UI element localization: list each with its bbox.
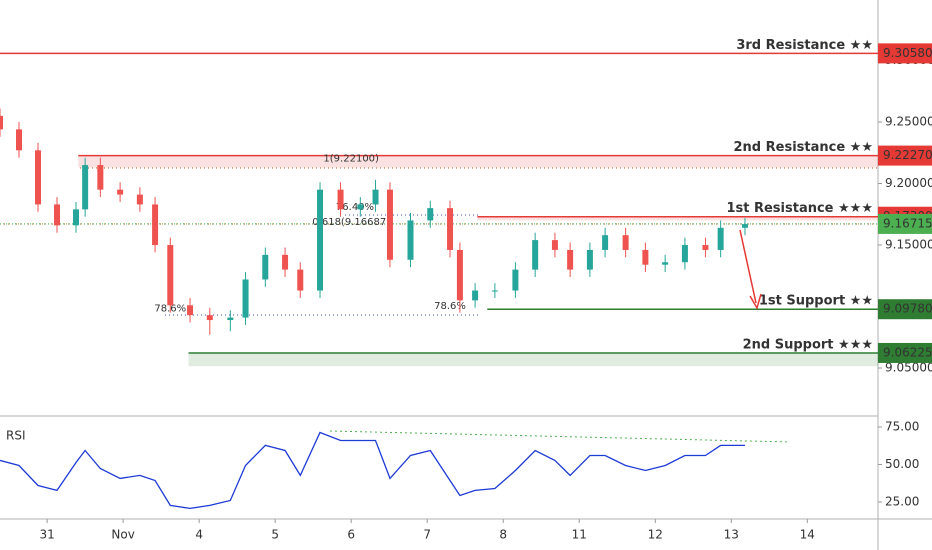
level-name: 3rd Resistance ★★: [736, 38, 873, 53]
level-name: 1st Resistance ★★★: [726, 201, 873, 216]
candle-body: [702, 245, 709, 250]
candle-body: [227, 317, 234, 321]
level-label-box: [878, 299, 932, 320]
rsi-trendline: [329, 430, 791, 443]
candle-body: [456, 249, 463, 301]
level-name: 1st Support ★★: [759, 294, 873, 309]
candle-body: [512, 269, 519, 291]
level-label: 9.09780: [883, 302, 932, 316]
candle-body: [567, 249, 574, 270]
y-tick-label: 9.15000: [885, 238, 932, 252]
candle-body: [262, 254, 269, 280]
y-tick-label: 9.20000: [885, 176, 932, 190]
candle-body: [491, 290, 498, 292]
candle-body: [586, 249, 593, 270]
candle-body: [16, 129, 23, 151]
candle-body: [206, 315, 213, 321]
level-name: 2nd Support ★★★: [743, 337, 873, 352]
rsi-line: [0, 431, 745, 510]
candle-body: [337, 189, 344, 210]
last-price-label: 9.16715: [883, 216, 932, 230]
level-label-box: [878, 342, 932, 363]
candle-body: [97, 165, 104, 190]
candle-body: [282, 254, 289, 270]
candle-body: [681, 245, 688, 263]
candle-body: [73, 209, 80, 226]
level-name: 2nd Resistance ★★: [734, 140, 874, 155]
candle-body: [357, 204, 364, 210]
candle-body: [472, 290, 479, 301]
x-tick-label: 4: [195, 528, 203, 542]
last-price-box: [878, 213, 932, 234]
annotation: 76.40%: [336, 202, 374, 213]
x-tick-label: 11: [572, 528, 587, 542]
candle-body: [741, 224, 748, 228]
candle-body: [82, 165, 89, 210]
x-tick-label: Nov: [111, 528, 134, 542]
candle-body: [297, 269, 304, 291]
rsi-title: RSI: [6, 429, 26, 443]
level-label: 9.06225: [883, 345, 932, 359]
candle-body: [447, 208, 454, 250]
candle-body: [532, 240, 539, 270]
candle-body: [0, 115, 3, 130]
candle-body: [602, 235, 609, 250]
level-label-box: [878, 145, 932, 166]
x-tick-label: 12: [648, 528, 663, 542]
level-band: [188, 352, 878, 367]
candle-body: [717, 227, 724, 250]
y-tick-label: 25.00: [885, 494, 919, 508]
level-label-box: [878, 43, 932, 64]
y-tick-label: 9.25000: [885, 115, 932, 129]
arrow-head: [749, 293, 762, 310]
x-tick-label: 7: [423, 528, 431, 542]
candle-body: [372, 189, 379, 205]
level-label: 9.30580: [883, 46, 932, 60]
candle-body: [136, 194, 143, 205]
x-tick-label: 14: [800, 528, 815, 542]
x-tick-label: 13: [724, 528, 739, 542]
candle-body: [35, 150, 42, 205]
y-tick-label: 75.00: [885, 419, 919, 433]
candle-body: [642, 249, 649, 265]
candle-body: [662, 262, 669, 265]
x-tick-label: 31: [39, 528, 54, 542]
candle-body: [242, 279, 249, 318]
candle-body: [152, 204, 159, 246]
x-tick-label: 8: [499, 528, 507, 542]
candle-body: [407, 220, 414, 260]
annotation: 0.618(9.16687): [312, 217, 390, 228]
candle-body: [551, 240, 558, 250]
level-band: [477, 216, 878, 221]
candle-body: [427, 208, 434, 221]
annotation: 1(9.22100): [323, 153, 379, 164]
candle-body: [386, 189, 393, 260]
candle-body: [317, 189, 324, 291]
x-tick-label: 5: [271, 528, 279, 542]
candle-body: [167, 245, 174, 306]
candle-body: [117, 189, 124, 195]
candle-body: [622, 235, 629, 250]
annotation: 78.6%: [434, 301, 466, 312]
candle-body: [54, 204, 61, 226]
candle-body: [187, 305, 194, 316]
x-tick-label: 6: [347, 528, 355, 542]
level-band: [78, 155, 878, 168]
y-tick-label: 9.05000: [885, 361, 932, 375]
y-tick-label: 50.00: [885, 457, 919, 471]
arrow: [739, 229, 757, 304]
level-label: 9.22270: [883, 148, 932, 162]
